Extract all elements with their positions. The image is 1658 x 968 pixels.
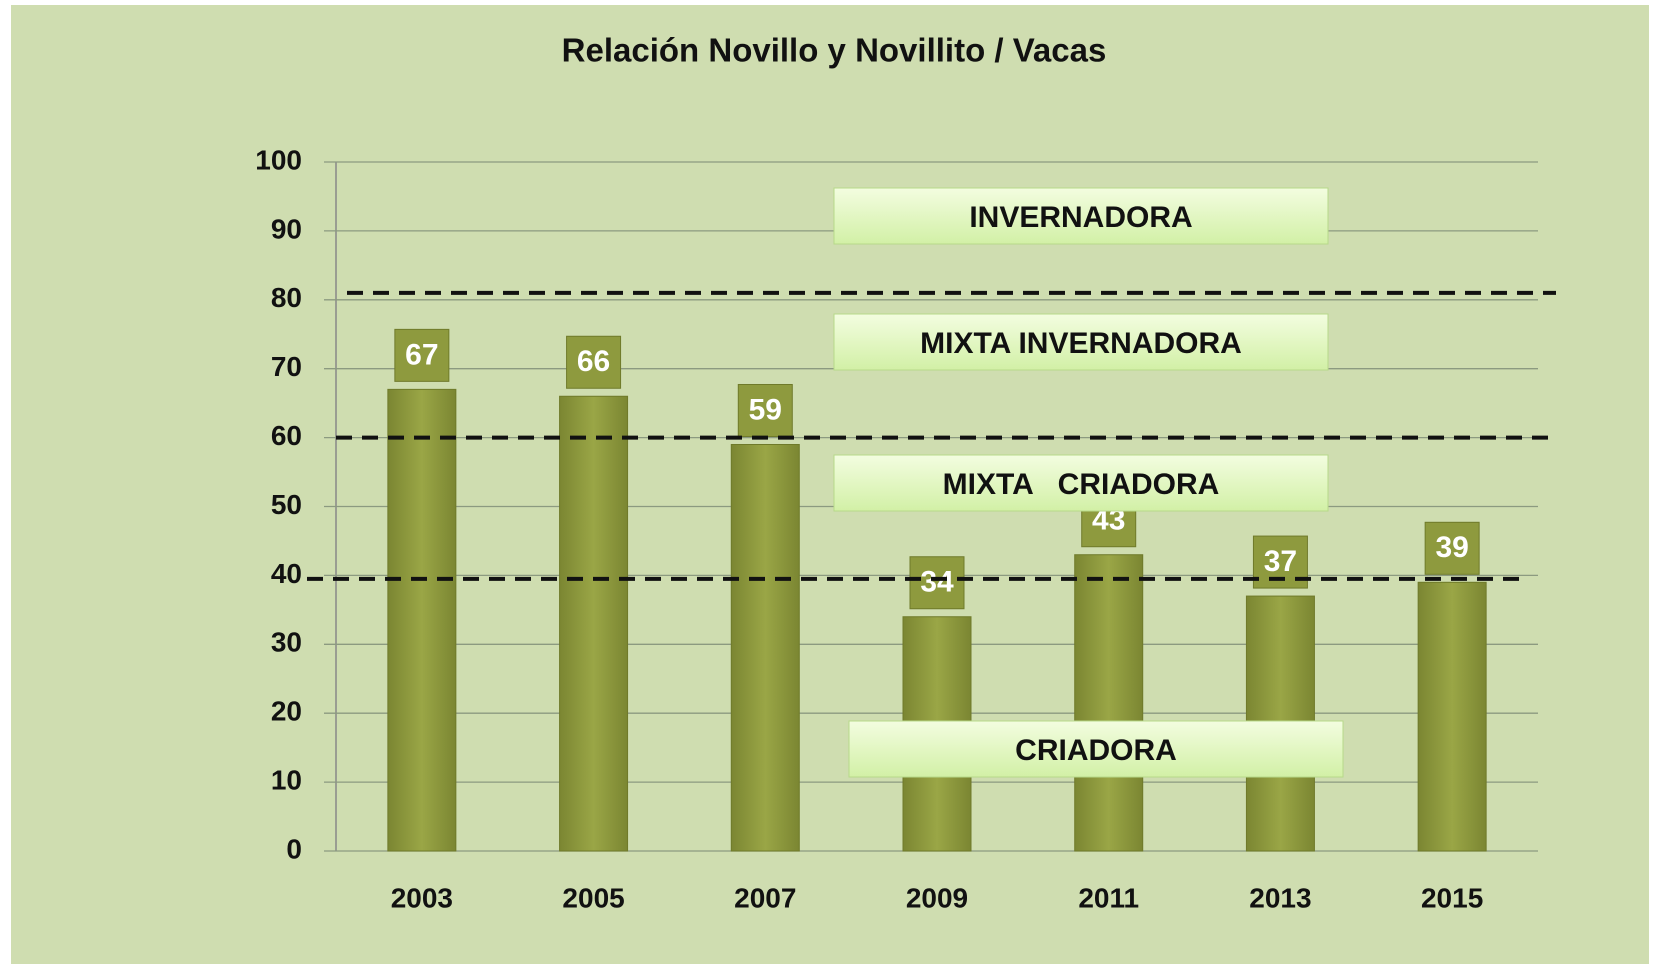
annotation: MIXTA CRIADORA bbox=[943, 468, 1220, 501]
x-tick-label: 2009 bbox=[906, 882, 968, 913]
annotation-box bbox=[848, 720, 1344, 778]
y-tick-label: 0 bbox=[286, 833, 302, 864]
y-tick-label: 10 bbox=[271, 764, 302, 795]
bar bbox=[559, 395, 629, 852]
value-label-box bbox=[394, 328, 450, 382]
annotation: CRIADORA bbox=[1015, 734, 1177, 767]
value-label: 39 bbox=[1435, 531, 1468, 564]
value-label-box bbox=[566, 335, 622, 389]
value-label: 37 bbox=[1264, 545, 1297, 578]
x-tick-label: 2007 bbox=[734, 882, 796, 913]
y-tick-label: 30 bbox=[271, 627, 302, 658]
x-tick-label: 2003 bbox=[391, 882, 453, 913]
value-label: 59 bbox=[749, 393, 782, 426]
y-tick-label: 70 bbox=[271, 351, 302, 382]
x-tick-label: 2005 bbox=[562, 882, 624, 913]
annotation: INVERNADORA bbox=[969, 201, 1192, 234]
value-label: 67 bbox=[405, 338, 438, 371]
y-tick-label: 90 bbox=[271, 213, 302, 244]
y-tick-label: 20 bbox=[271, 696, 302, 727]
y-tick-label: 80 bbox=[271, 282, 302, 313]
bar bbox=[730, 443, 800, 852]
x-tick-label: 2013 bbox=[1249, 882, 1311, 913]
y-tick-label: 100 bbox=[255, 144, 302, 175]
y-tick-label: 50 bbox=[271, 489, 302, 520]
bar bbox=[387, 388, 457, 852]
annotation-box bbox=[833, 187, 1329, 245]
bar bbox=[1074, 554, 1144, 852]
annotation-box bbox=[833, 313, 1329, 371]
x-tick-label: 2015 bbox=[1421, 882, 1483, 913]
chart-title: Relación Novillo y Novillito / Vacas bbox=[562, 32, 1107, 69]
chart-background bbox=[11, 5, 1649, 964]
value-label-box bbox=[737, 383, 793, 437]
value-label-box bbox=[1424, 521, 1480, 575]
value-label: 34 bbox=[920, 566, 954, 599]
value-label-box bbox=[909, 556, 965, 610]
value-label: 66 bbox=[577, 345, 610, 378]
bar bbox=[1417, 581, 1487, 852]
annotation-box bbox=[833, 454, 1329, 512]
annotation: MIXTA INVERNADORA bbox=[920, 327, 1242, 360]
y-tick-label: 60 bbox=[271, 420, 302, 451]
y-tick-label: 40 bbox=[271, 558, 302, 589]
x-tick-label: 2011 bbox=[1078, 882, 1139, 913]
